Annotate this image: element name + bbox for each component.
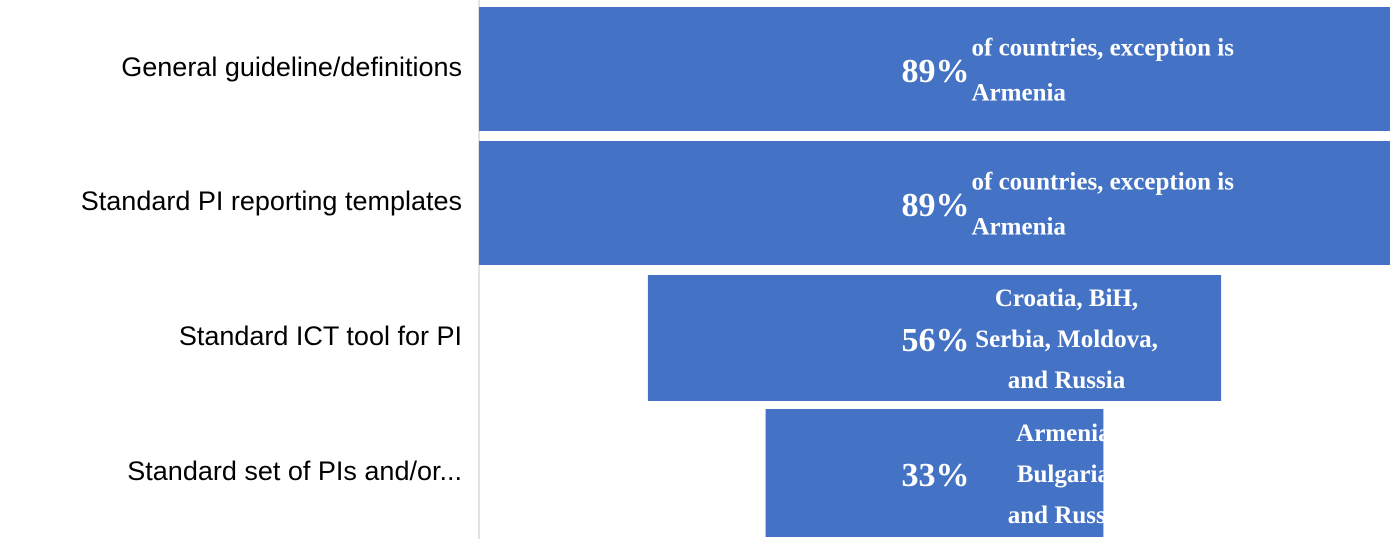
annotation-label: and Russia	[1008, 367, 1126, 394]
chart-marks: General guideline/definitions 89%of count…	[81, 7, 1390, 537]
annotation-label: Armenia	[972, 80, 1067, 107]
funnel-bar	[765, 409, 1104, 537]
value-label: 56%	[902, 322, 970, 359]
annotation-label: Armenia,	[1016, 420, 1117, 447]
category-label: Standard ICT tool for PI	[179, 321, 462, 351]
category-label: General guideline/definitions	[121, 52, 462, 82]
annotation-label: Serbia, Moldova,	[975, 326, 1158, 353]
category-label: Standard PI reporting templates	[81, 186, 462, 216]
category-label: Standard set of PIs and/or...	[127, 456, 462, 486]
value-label: 89%	[902, 187, 970, 224]
annotation-label: of countries, exception is	[972, 35, 1235, 62]
annotation-label: and Russia	[1008, 502, 1126, 529]
value-label: 89%	[902, 53, 970, 90]
annotation-label: Croatia, BiH,	[995, 285, 1138, 312]
funnel-bar	[479, 141, 1390, 265]
annotation-label: Armenia	[972, 214, 1067, 241]
annotation-label: of countries, exception is	[972, 169, 1235, 196]
value-label: 33%	[902, 457, 970, 494]
funnel-bar	[479, 7, 1390, 131]
annotation-label: Bulgaria,	[1017, 461, 1116, 488]
funnel-bar	[647, 275, 1222, 401]
